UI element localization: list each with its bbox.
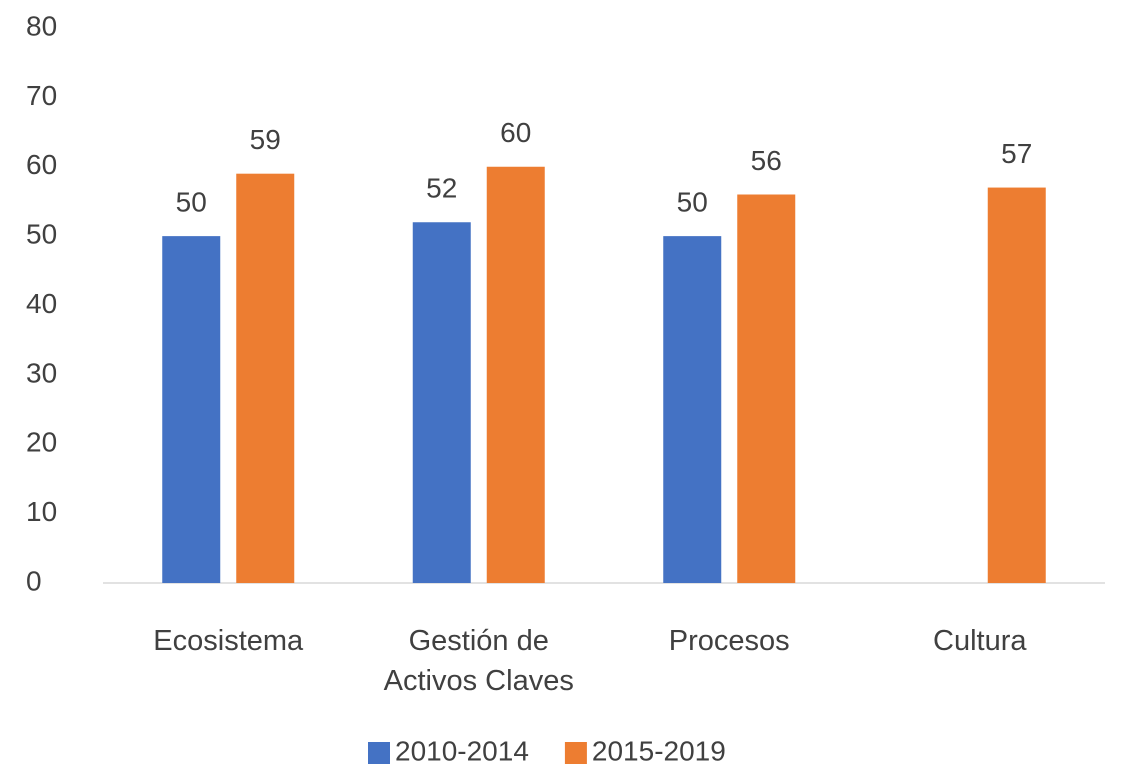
x-tick-label: Procesos — [668, 625, 790, 657]
bar — [486, 166, 545, 583]
y-tick-label: 50 — [26, 219, 57, 250]
bar — [987, 187, 1046, 583]
bar — [236, 173, 295, 583]
y-tick-label: 80 — [26, 10, 57, 41]
x-tick-label: Gestión de Activos Claves — [383, 625, 574, 697]
data-label: 59 — [250, 124, 281, 155]
y-tick-label: 30 — [26, 357, 57, 388]
y-tick-label: 10 — [26, 496, 57, 527]
x-tick-label: Ecosistema — [153, 625, 304, 657]
data-label: 56 — [751, 145, 782, 176]
y-tick-label: 60 — [26, 149, 57, 180]
y-tick-label: 40 — [26, 288, 57, 319]
data-label: 50 — [176, 187, 207, 218]
y-tick-label: 0 — [26, 565, 42, 596]
data-label: 57 — [1001, 138, 1032, 169]
data-label: 60 — [500, 117, 531, 148]
legend-swatch — [368, 742, 390, 764]
bar — [162, 236, 221, 583]
bar — [663, 236, 722, 583]
legend-label: 2015-2019 — [592, 735, 726, 766]
x-tick-label: Cultura — [933, 625, 1027, 657]
data-label: 50 — [677, 187, 708, 218]
bar — [412, 222, 471, 583]
legend-swatch — [564, 742, 587, 764]
y-tick-label: 20 — [26, 427, 57, 458]
data-label: 52 — [426, 173, 457, 204]
y-tick-label: 70 — [26, 80, 57, 111]
legend-label: 2010-2014 — [395, 735, 529, 766]
bar — [737, 194, 796, 583]
